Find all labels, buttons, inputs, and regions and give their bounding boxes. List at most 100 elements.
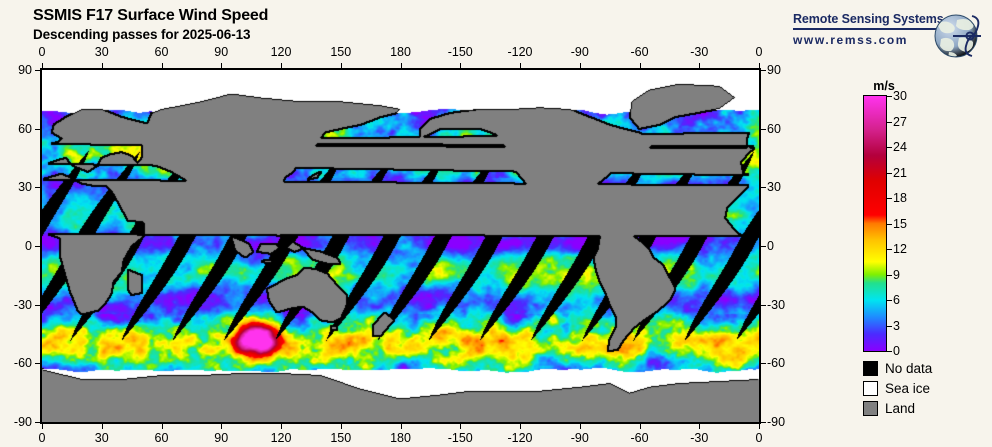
x-tick-bottom [759,424,760,429]
x-tick-top [520,63,521,68]
page-subtitle: Descending passes for 2025-06-13 [33,27,251,42]
x-axis-label-bottom: -120 [507,431,533,445]
y-axis-label-left: 90 [18,63,32,77]
y-tick-left [35,246,40,247]
x-tick-bottom [340,424,342,429]
x-axis-label-bottom: -30 [690,431,709,445]
x-tick-bottom [400,424,402,429]
x-tick-bottom [221,424,223,429]
x-axis-label-top: -120 [507,45,533,59]
y-tick-left [35,128,40,130]
x-axis-label-top: -150 [447,45,473,59]
title-block: SSMIS F17 Surface Wind Speed Descending … [33,6,268,43]
y-tick-left [35,70,40,71]
x-tick-bottom [42,424,43,429]
y-axis-label-left: -30 [13,297,32,312]
y-axis-label-right: 30 [767,180,781,195]
y-axis-label-right: 60 [767,121,781,136]
x-axis-label-bottom: 150 [330,431,352,445]
x-axis-label-top: 120 [270,45,292,59]
colorbar[interactable] [863,95,887,352]
y-axis-label-right: -90 [767,415,786,429]
x-tick-bottom [281,424,282,429]
colorbar-tick-label: 30 [893,89,907,103]
logo-company-name: Remote Sensing Systems [793,12,944,26]
x-axis-label-top: 90 [214,45,229,59]
x-axis-label-bottom: -150 [447,431,473,445]
x-tick-top [460,63,462,68]
x-tick-top [759,63,760,68]
x-tick-bottom [579,424,581,429]
y-tick-right [761,187,766,189]
colorbar-tick-label: 15 [893,216,907,231]
x-tick-bottom [699,424,701,429]
rss-logo[interactable]: Remote Sensing Systems www.remss.com [793,12,983,64]
y-tick-left [35,363,40,365]
globe-icon [934,14,981,58]
y-tick-left [35,187,40,189]
colorbar-tick-label: 27 [893,114,907,129]
colorbar-tick-label: 9 [893,267,900,282]
colorbar-tick-label: 12 [893,242,907,256]
legend-label: Land [885,400,916,416]
x-axis-label-bottom: 0 [755,431,763,445]
x-axis-label-top: 0 [755,45,763,59]
colorbar-tick [887,351,892,352]
x-tick-top [281,63,282,68]
x-axis-label-top: 60 [154,45,169,59]
x-tick-top [639,63,641,68]
legend-item-no-data: No data [863,358,932,378]
y-axis-label-left: 0 [25,239,32,253]
y-tick-right [761,422,766,423]
x-axis-label-top: 180 [390,45,411,59]
x-axis-label-top: 150 [330,45,352,59]
colorbar-tick-label: 18 [893,191,907,205]
x-tick-top [101,63,103,68]
y-axis-label-left: 30 [18,180,32,195]
logo-text: Remote Sensing Systems www.remss.com [793,12,944,47]
legend-item-sea-ice: Sea ice [863,378,932,398]
x-tick-bottom [101,424,103,429]
y-tick-left [35,304,40,306]
y-axis-label-right: -30 [767,297,786,312]
x-axis-label-bottom: -90 [570,431,589,445]
x-tick-bottom [520,424,521,429]
x-tick-bottom [161,424,163,429]
x-axis-label-bottom: -60 [630,431,649,445]
x-axis-label-top: -60 [630,45,649,59]
x-tick-top [400,63,402,68]
legend-swatch-land [863,400,878,416]
y-tick-left [35,422,40,423]
colorbar-unit-label: m/s [873,79,895,93]
x-axis-label-bottom: 0 [38,431,46,445]
colorbar-tick-label: 0 [893,344,900,358]
colorbar-tick [887,325,892,327]
legend-swatch-no-data [863,360,878,376]
logo-divider [793,28,941,30]
colorbar-tick-label: 24 [893,140,907,154]
y-axis-label-left: -60 [13,356,32,371]
y-axis-label-left: 60 [18,121,32,136]
colorbar-tick [887,147,892,148]
legend-label: No data [885,360,933,376]
y-axis-label-right: -60 [767,356,786,371]
colorbar-tick [887,249,892,250]
colorbar-tick [887,274,892,276]
y-tick-right [761,70,766,71]
page-title: SSMIS F17 Surface Wind Speed [33,7,269,24]
colorbar-gradient [864,96,886,351]
x-tick-top [699,63,701,68]
x-tick-top [161,63,163,68]
map-plot-area[interactable] [40,68,761,424]
y-tick-right [761,363,766,365]
x-tick-top [340,63,342,68]
x-tick-top [579,63,581,68]
legend-swatch-sea-ice [863,380,878,396]
x-axis-label-bottom: 30 [94,431,109,445]
x-axis-label-top: 30 [94,45,109,59]
wind-speed-map[interactable] [42,70,759,422]
y-axis-label-left: -90 [13,415,32,429]
x-tick-top [42,63,43,68]
y-axis-label-right: 90 [767,63,781,77]
legend-label: Sea ice [885,380,931,396]
